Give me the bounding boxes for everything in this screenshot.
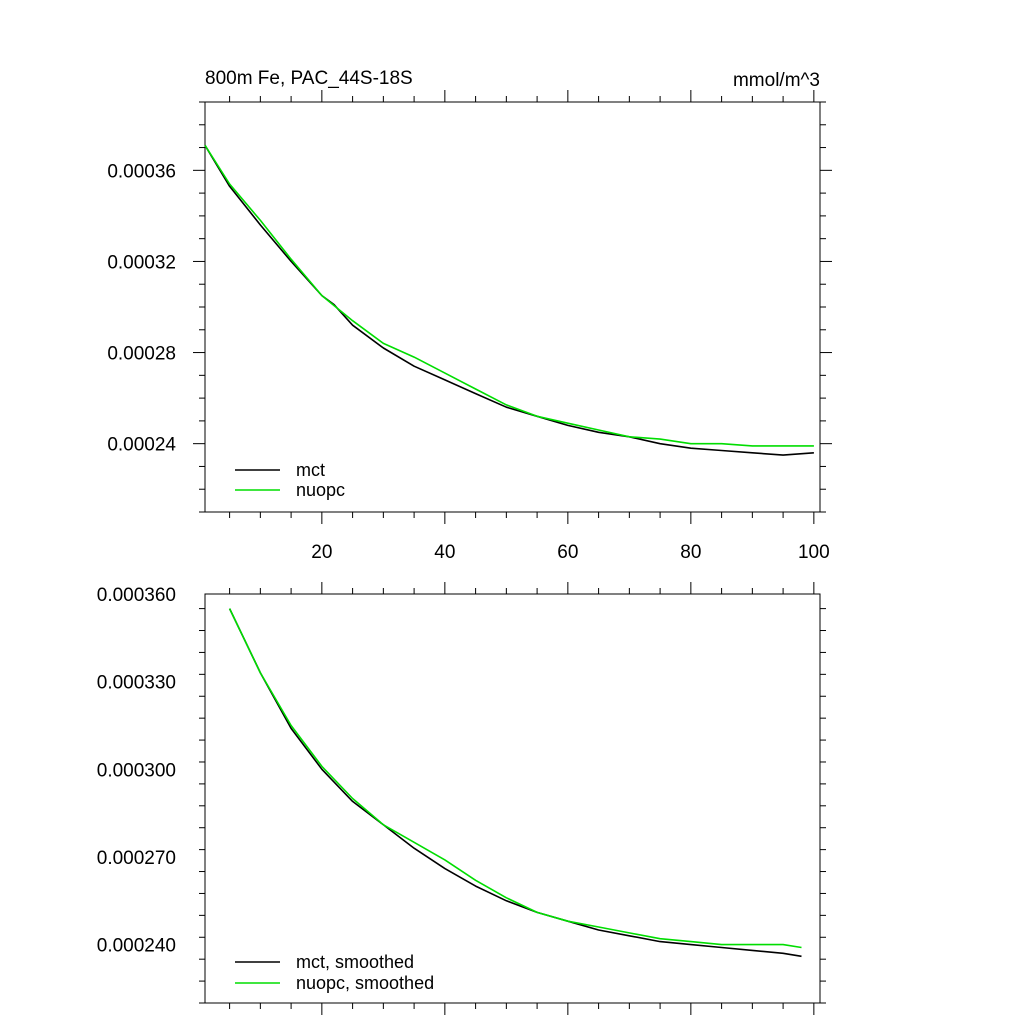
x-tick-label: 20 — [311, 542, 332, 563]
series-line-mct — [204, 144, 814, 456]
units-label: mmol/m^3 — [733, 70, 820, 91]
chart-title: 800m Fe, PAC_44S-18S — [205, 68, 413, 89]
panel-smoothed: 0.000240 0.000270 0.000300 0.000330 0.000360… — [97, 582, 826, 1015]
y-tick-label: 0.000270 — [97, 848, 176, 869]
y-tick-label: 0.000360 — [97, 585, 176, 606]
legend-label: nuopc, smoothed — [296, 973, 434, 993]
x-tick-label: 60 — [557, 542, 578, 563]
y-tick-label: 0.000240 — [97, 936, 176, 957]
y-tick-label: 0.00032 — [107, 252, 176, 273]
y-tick-label: 0.000330 — [97, 673, 176, 694]
y-tick-label: 0.000300 — [97, 760, 176, 781]
x-tick-label: 80 — [680, 542, 701, 563]
plot-frame — [204, 593, 821, 1004]
legend-label: mct — [296, 460, 325, 480]
series-line-mct-smoothed — [228, 608, 802, 958]
series-line-nuopc — [204, 144, 814, 447]
y-tick-label: 0.00036 — [107, 161, 176, 182]
y-tick-label: 0.00028 — [107, 344, 176, 365]
legend-label: nuopc — [296, 480, 345, 500]
legend-label: mct, smoothed — [296, 952, 414, 972]
x-tick-label: 100 — [798, 542, 830, 563]
y-tick-label: 0.00024 — [107, 435, 176, 456]
panel-raw: 20 40 60 80 100 0.00024 0.00028 0.00032 0.00036 m… — [107, 90, 832, 563]
x-tick-label: 40 — [434, 542, 455, 563]
series-line-nuopc-smoothed — [228, 608, 802, 949]
